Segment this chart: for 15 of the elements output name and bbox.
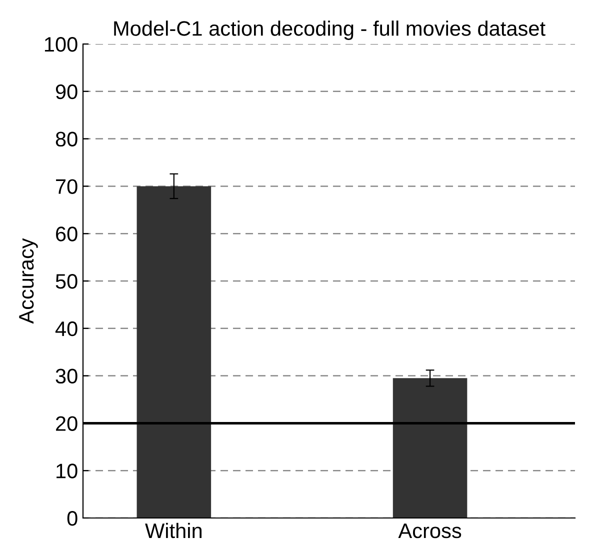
y-tick-label: 90 [56,84,78,100]
y-tick-label: 60 [56,226,78,242]
x-tick-label: Within [145,522,202,538]
y-tick-label: 80 [56,132,78,147]
y-tick-label: 10 [56,464,78,478]
y-tick-label: 50 [56,274,78,289]
y-axis-title: Accuracy [19,238,38,324]
y-tick-label: 70 [56,179,78,194]
y-tick-label: 20 [56,416,78,431]
y-tick-label: 100 [44,37,78,52]
y-tick-label: 30 [56,368,78,384]
x-tick-label: Across [398,524,462,538]
chart-title: Model-C1 action decoding - full movies dataset [114,20,546,40]
y-tick-label: 0 [67,511,78,526]
y-tick-label: 40 [55,321,78,336]
